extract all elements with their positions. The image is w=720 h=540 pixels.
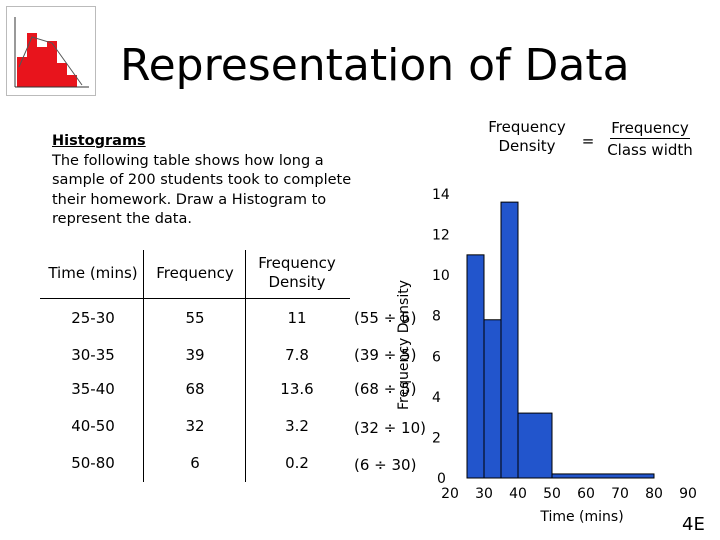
- y-tick-label: 8: [432, 309, 441, 325]
- y-tick-label: 2: [432, 430, 441, 446]
- table-cell-time: 25-30: [71, 309, 115, 327]
- x-tick-label: 70: [611, 486, 629, 502]
- table-header-time: Time (mins): [48, 264, 138, 282]
- table-cell-density: 3.2: [285, 417, 309, 435]
- frequency-density-formula: Frequency Density = Frequency Class widt…: [460, 118, 710, 168]
- table-header-frequency: Frequency: [156, 264, 234, 282]
- y-tick-label: 4: [432, 390, 441, 406]
- x-tick-label: 40: [509, 486, 527, 502]
- y-tick-label: 10: [432, 268, 450, 284]
- x-tick-label: 80: [645, 486, 663, 502]
- table-cell-frequency: 68: [185, 380, 205, 398]
- histogram-bar: [551, 473, 655, 479]
- table-column-divider: [143, 250, 144, 482]
- y-axis-label: Frequency Density: [396, 280, 412, 410]
- table-cell-working: (68 ÷ 5): [354, 380, 417, 398]
- table-cell-density: 13.6: [280, 380, 314, 398]
- y-tick-label: 14: [432, 187, 450, 203]
- table-cell-working: (6 ÷ 30): [354, 456, 417, 474]
- formula-lhs: Frequency Density: [488, 118, 566, 155]
- formula-numerator: Frequency: [611, 119, 689, 137]
- y-tick-label: 0: [437, 471, 446, 487]
- table-cell-frequency: 6: [190, 454, 200, 472]
- histogram-thumbnail: [6, 6, 96, 96]
- table-header-density: Frequency Density: [258, 254, 336, 291]
- table-cell-working: (32 ÷ 10): [354, 419, 426, 437]
- histogram-bar: [500, 201, 519, 479]
- formula-equals: =: [581, 132, 595, 150]
- table-cell-time: 35-40: [71, 380, 115, 398]
- table-cell-frequency: 55: [185, 309, 205, 327]
- y-tick-label: 6: [432, 349, 441, 365]
- formula-denominator: Class width: [607, 141, 693, 159]
- table-cell-time: 50-80: [71, 454, 115, 472]
- table-cell-time: 40-50: [71, 417, 115, 435]
- section-heading: Histograms: [52, 133, 146, 149]
- histogram-bar: [517, 412, 553, 479]
- x-axis-label: Time (mins): [539, 509, 623, 525]
- table-cell-density: 7.8: [285, 346, 309, 364]
- x-tick-label: 60: [577, 486, 595, 502]
- histogram-bar: [466, 254, 485, 479]
- x-tick-label: 90: [679, 486, 697, 502]
- table-cell-time: 30-35: [71, 346, 115, 364]
- table-cell-density: 0.2: [285, 454, 309, 472]
- footer-code: 4E: [682, 514, 705, 535]
- x-tick-label: 20: [441, 486, 459, 502]
- table-column-divider: [245, 250, 246, 482]
- table-cell-working: (55 ÷ 5): [354, 309, 417, 327]
- intro-text: The following table shows how long a sam…: [52, 152, 352, 228]
- x-tick-label: 50: [543, 486, 561, 502]
- intro-block: Histograms The following table shows how…: [52, 132, 372, 230]
- x-tick-label: 30: [475, 486, 493, 502]
- formula-fraction-bar: [610, 138, 690, 139]
- table-cell-frequency: 39: [185, 346, 205, 364]
- table-header-divider: [40, 298, 350, 299]
- table-cell-density: 11: [287, 309, 307, 327]
- y-tick-label: 12: [432, 228, 450, 244]
- table-cell-working: (39 ÷ 5): [354, 346, 417, 364]
- histogram-bar: [483, 319, 502, 479]
- slide-title: Representation of Data: [120, 40, 630, 91]
- table-cell-frequency: 32: [185, 417, 205, 435]
